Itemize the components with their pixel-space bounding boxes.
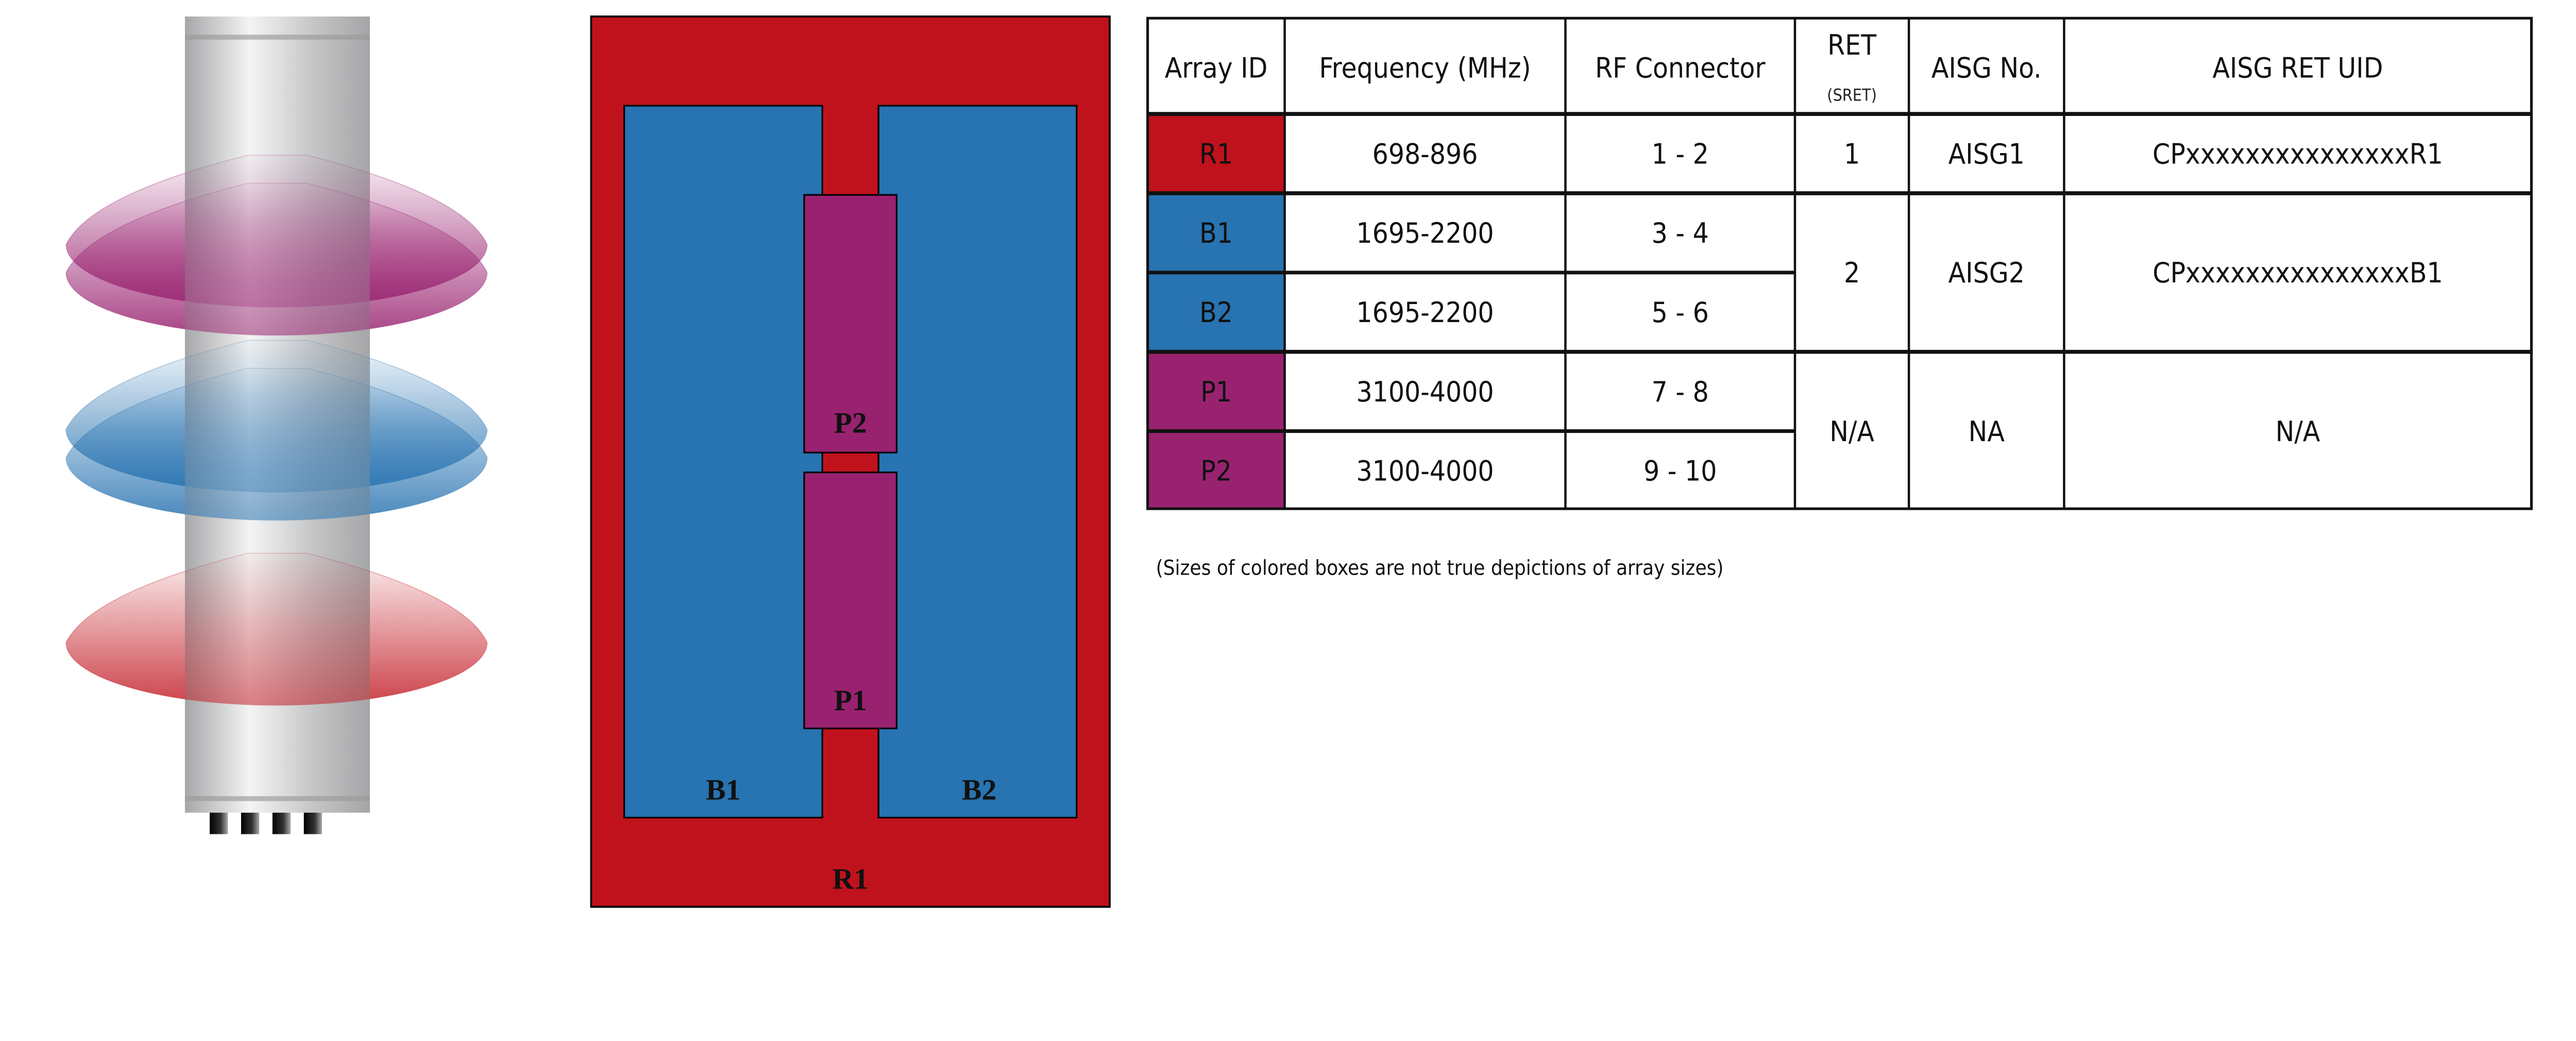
cell-frequency: 1695-2200 bbox=[1356, 216, 1494, 249]
antenna-radome-overlay bbox=[184, 16, 370, 813]
connectors bbox=[210, 812, 323, 834]
header-ret-sub: (SRET) bbox=[1827, 86, 1877, 105]
table-grid bbox=[1146, 16, 2533, 510]
cell-ret: N/A bbox=[1829, 415, 1874, 448]
header-rf-connector: RF Connector bbox=[1595, 52, 1766, 85]
cell-bg-b2 bbox=[1147, 272, 1285, 352]
connector-icon bbox=[272, 812, 291, 834]
label-b2: B2 bbox=[962, 774, 996, 806]
cell-bg-p1 bbox=[1147, 351, 1285, 431]
antenna-illustration bbox=[65, 16, 488, 834]
cell-frequency: 3100-4000 bbox=[1356, 455, 1494, 488]
table-row: B2 1695-2200 5 - 6 bbox=[1199, 296, 1709, 329]
array-layout-diagram: P2 P1 B1 B2 R1 bbox=[590, 15, 1111, 908]
label-p1: P1 bbox=[834, 684, 867, 717]
connector-icon bbox=[210, 812, 228, 834]
cell-array-id: B2 bbox=[1199, 296, 1233, 329]
header-aisg-ret-uid: AISG RET UID bbox=[2212, 52, 2383, 85]
label-b1: B1 bbox=[706, 774, 740, 806]
cell-frequency: 698-896 bbox=[1372, 137, 1478, 170]
cell-rf-connector: 9 - 10 bbox=[1643, 455, 1717, 488]
array-b2 bbox=[877, 105, 1078, 819]
array-p1 bbox=[803, 472, 897, 730]
cell-aisg-no: NA bbox=[1969, 415, 2005, 448]
cell-aisg-ret-uid: CPxxxxxxxxxxxxxxxR1 bbox=[2153, 137, 2443, 170]
cell-aisg-ret-uid: N/A bbox=[2276, 415, 2320, 448]
cell-bg-r1 bbox=[1147, 114, 1285, 193]
cell-frequency: 1695-2200 bbox=[1356, 296, 1494, 329]
cell-frequency: 3100-4000 bbox=[1356, 375, 1494, 408]
header-frequency: Frequency (MHz) bbox=[1319, 52, 1531, 85]
ret-group: 2 AISG2 CPxxxxxxxxxxxxxxxB1 bbox=[1844, 256, 2443, 289]
cell-bg-b1 bbox=[1147, 193, 1285, 273]
cell-array-id: R1 bbox=[1199, 137, 1233, 170]
cell-ret: 2 bbox=[1844, 256, 1860, 289]
label-p2: P2 bbox=[834, 407, 867, 440]
cell-aisg-no: AISG2 bbox=[1948, 256, 2025, 289]
header-array-id: Array ID bbox=[1165, 52, 1268, 85]
ret-group: 1 AISG1 CPxxxxxxxxxxxxxxxR1 bbox=[1844, 137, 2443, 170]
connector-icon bbox=[241, 812, 260, 834]
cell-ret: 1 bbox=[1844, 137, 1860, 170]
header-aisg-no: AISG No. bbox=[1931, 52, 2042, 85]
cell-array-id: P2 bbox=[1200, 455, 1232, 488]
ret-group: N/A NA N/A bbox=[1829, 415, 2320, 448]
cell-rf-connector: 3 - 4 bbox=[1652, 216, 1709, 249]
cell-bg-p2 bbox=[1147, 431, 1285, 509]
array-p2 bbox=[803, 194, 897, 454]
footnote: (Sizes of colored boxes are not true dep… bbox=[1156, 556, 1724, 580]
table-header: Array ID Frequency (MHz) RF Connector RE… bbox=[1165, 28, 2383, 105]
table-row: P1 3100-4000 7 - 8 bbox=[1200, 375, 1709, 408]
label-r1: R1 bbox=[832, 863, 869, 895]
cell-aisg-no: AISG1 bbox=[1948, 137, 2025, 170]
cell-array-id: B1 bbox=[1199, 216, 1233, 249]
header-ret: RET bbox=[1827, 28, 1877, 61]
cell-aisg-ret-uid: CPxxxxxxxxxxxxxxxB1 bbox=[2153, 256, 2443, 289]
cell-rf-connector: 1 - 2 bbox=[1652, 137, 1709, 170]
table-row: R1 698-896 1 - 2 bbox=[1199, 137, 1709, 170]
table-row: P2 3100-4000 9 - 10 bbox=[1200, 455, 1717, 488]
cell-rf-connector: 5 - 6 bbox=[1652, 296, 1709, 329]
antenna-figure: P2 P1 B1 B2 R1 Array ID Frequency (MHz) bbox=[65, 15, 2533, 908]
cell-array-id: P1 bbox=[1200, 375, 1232, 408]
array-b1 bbox=[623, 105, 823, 819]
table-row: B1 1695-2200 3 - 4 bbox=[1199, 216, 1709, 249]
connector-icon bbox=[303, 812, 323, 834]
cell-rf-connector: 7 - 8 bbox=[1652, 375, 1709, 408]
array-table: Array ID Frequency (MHz) RF Connector RE… bbox=[1146, 16, 2533, 510]
